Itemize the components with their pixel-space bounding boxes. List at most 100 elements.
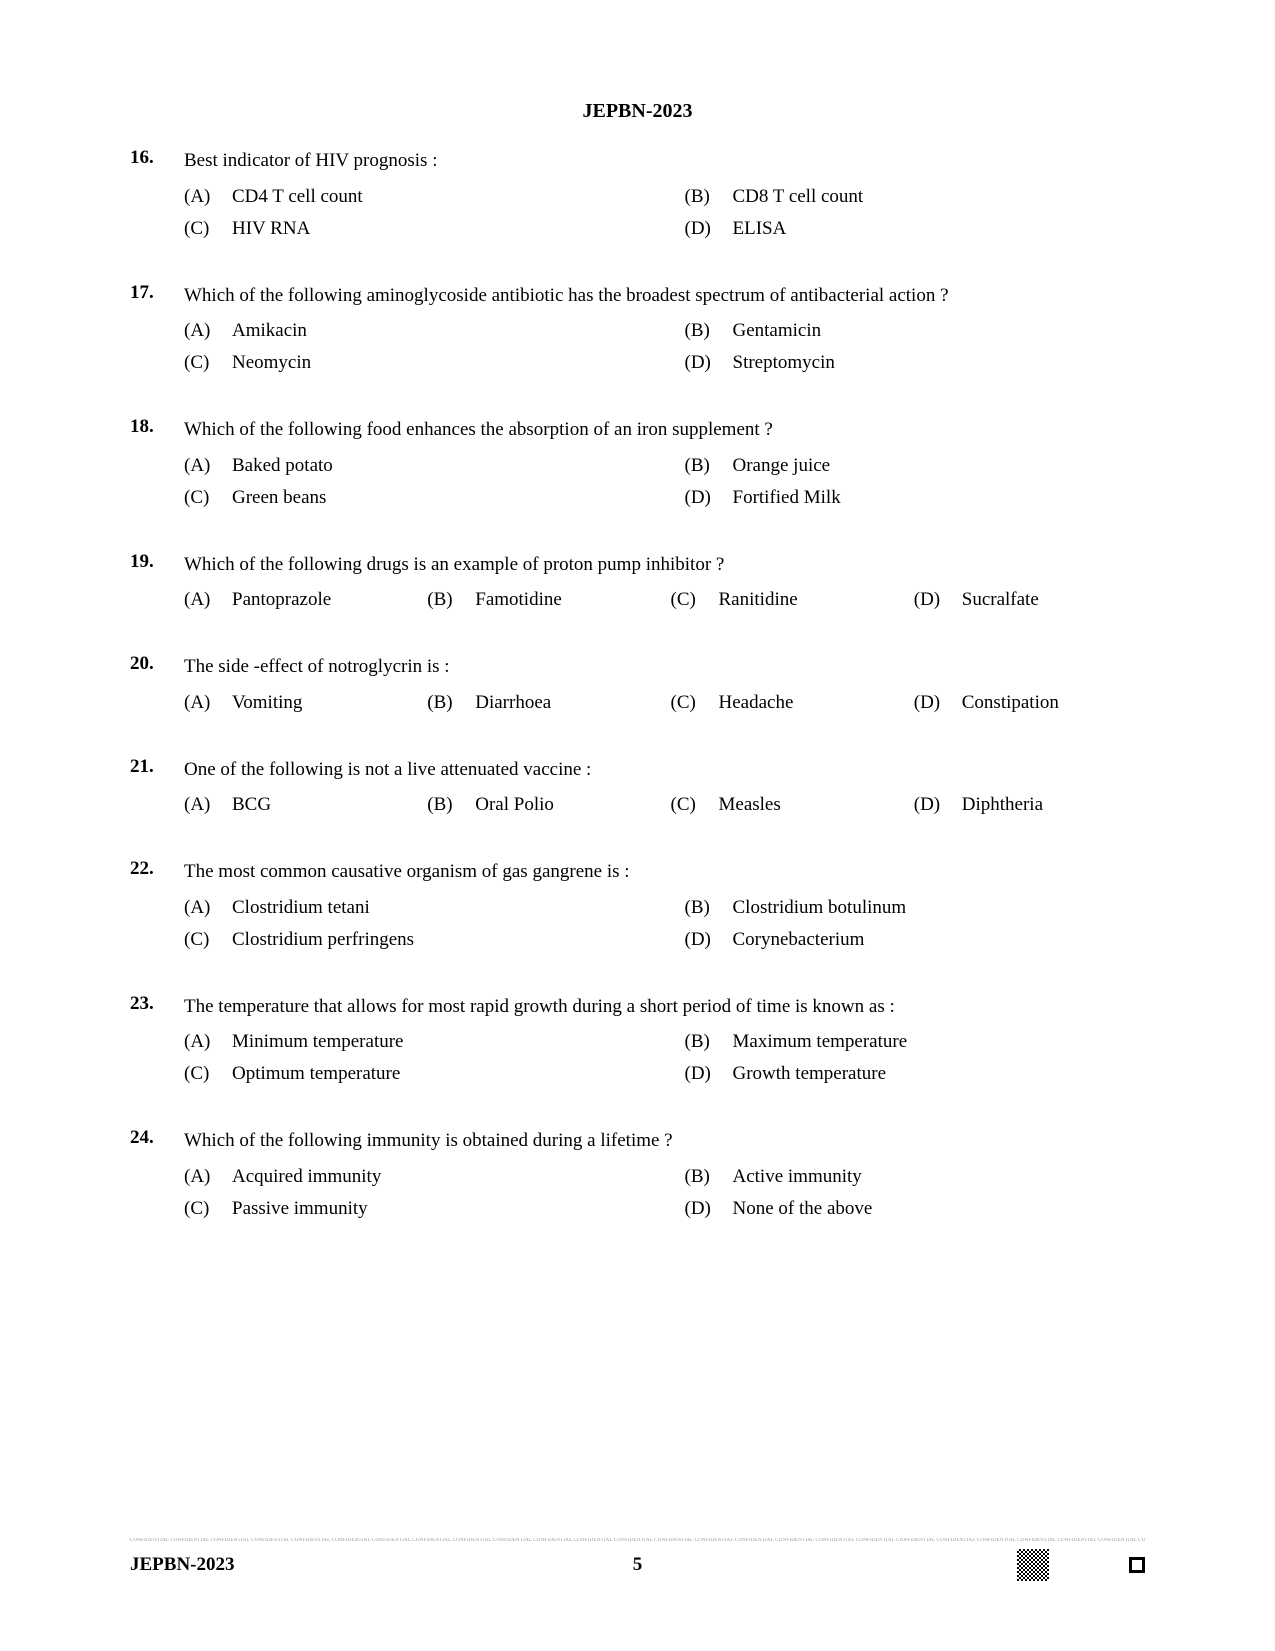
option: (B)Gentamicin [685,320,1146,342]
options-group: (A) Pantoprazole (B) Famotidine (C)Ranitidin… [184,589,1145,611]
option-text: Green beans [232,487,326,509]
option: (C)Clostridium perfringens [184,929,645,951]
option-text: Maximum temperature [733,1031,908,1053]
page-footer: JEPBN-2023 5 [130,1549,1145,1581]
question-text: Best indicator of HIV prognosis : [184,147,1145,176]
option-text: Passive immunity [232,1198,368,1220]
question-text: The side -effect of notroglycrin is : [184,653,1145,682]
option: (D) Fortified Milk [685,487,1146,509]
question: 20.The side -effect of notroglycrin is :… [130,653,1145,714]
option-label: (D) [685,487,719,509]
option: (B) Active immunity [685,1166,1146,1188]
option-text: Diphtheria [962,794,1043,816]
option-label: (D) [685,1063,719,1085]
option-text: Neomycin [232,352,311,374]
question-body: The temperature that allows for most rap… [184,993,1145,1086]
option-label: (A) [184,320,218,342]
option-text: Pantoprazole [232,589,331,611]
option-text: HIV RNA [232,218,310,240]
option-text: Fortified Milk [733,487,841,509]
footer-right [1017,1549,1145,1581]
question: 19. Which of the following drugs is an ex… [130,551,1145,612]
question-body: Best indicator of HIV prognosis : (A)CD4 … [184,147,1145,240]
question: 18. Which of the following food enhances … [130,416,1145,509]
options-group: (A) Amikacin (B)Gentamicin (C)Neomycin (D)St… [184,320,1145,374]
option: (D)None of the above [685,1198,1146,1220]
option-text: Minimum temperature [232,1031,403,1053]
question-body: The most common causative organism of ga… [184,858,1145,951]
option-text: Amikacin [232,320,307,342]
option-label: (B) [685,1166,719,1188]
option-label: (D) [914,589,948,611]
question: 22.The most common causative organism of… [130,858,1145,951]
page-header: JEPBN-2023 [130,100,1145,123]
option-text: Famotidine [475,589,562,611]
option-label: (D) [685,929,719,951]
question: 21.One of the following is not a live at… [130,756,1145,817]
option: (B) Famotidine [427,589,658,611]
option: (D)Streptomycin [685,352,1146,374]
option: (A) Minimum temperature [184,1031,645,1053]
option-label: (B) [685,186,719,208]
option-label: (A) [184,897,218,919]
option-text: CD8 T cell count [733,186,864,208]
option-label: (B) [685,455,719,477]
question: 16.Best indicator of HIV prognosis :(A)C… [130,147,1145,240]
option: (C) Passive immunity [184,1198,645,1220]
option: (C)Optimum temperature [184,1063,645,1085]
option: (C)Neomycin [184,352,645,374]
question-number: 24. [130,1127,166,1220]
option-label: (D) [914,794,948,816]
option: (D) Diphtheria [914,794,1145,816]
question-body: Which of the following food enhances the… [184,416,1145,509]
question-body: Which of the following drugs is an examp… [184,551,1145,612]
option: (A) Amikacin [184,320,645,342]
option-label: (A) [184,1031,218,1053]
option: (C)Green beans [184,487,645,509]
square-marker-icon [1129,1557,1145,1573]
question-number: 18. [130,416,166,509]
option: (A)BCG [184,794,415,816]
options-group: (A) Minimum temperature (B) Maximum tempera… [184,1031,1145,1085]
option-label: (C) [184,218,218,240]
option-text: Sucralfate [962,589,1039,611]
option: (A)Baked potato [184,455,645,477]
option-label: (C) [184,1198,218,1220]
option: (B)Clostridium botulinum [685,897,1146,919]
option: (A) Pantoprazole [184,589,415,611]
option-text: Acquired immunity [232,1166,381,1188]
question-number: 23. [130,993,166,1086]
question-number: 19. [130,551,166,612]
option: (C)Headache [671,692,902,714]
option: (C)Ranitidine [671,589,902,611]
question-text: Which of the following food enhances the… [184,416,1145,445]
option-label: (A) [184,1166,218,1188]
option-label: (A) [184,589,218,611]
option-text: Active immunity [733,1166,862,1188]
option-text: Corynebacterium [733,929,865,951]
qr-code-icon [1017,1549,1049,1581]
option-label: (B) [427,794,461,816]
options-group: (A)BCG(B)Oral Polio(C)Measles(D)Diphther… [184,794,1145,816]
question: 23. The temperature that allows for most … [130,993,1145,1086]
question-text: Which of the following immunity is obtai… [184,1127,1145,1156]
option: (D)ELISA [685,218,1146,240]
option-label: (C) [671,692,705,714]
option-text: Streptomycin [733,352,835,374]
option: (D) Growth temperature [685,1063,1146,1085]
option-label: (C) [671,794,705,816]
option-text: Vomiting [232,692,302,714]
option: (B) CD8 T cell count [685,186,1146,208]
option-label: (A) [184,692,218,714]
question-body: The side -effect of notroglycrin is : (A)… [184,653,1145,714]
option-text: Growth temperature [733,1063,887,1085]
option-label: (B) [427,589,461,611]
option: (D) Corynebacterium [685,929,1146,951]
options-group: (A)Vomiting(B)Diarrhoea(C)Headache(D)Con… [184,692,1145,714]
option: (A)CD4 T cell count [184,186,645,208]
option-label: (C) [184,1063,218,1085]
question-text: Which of the following aminoglycoside an… [184,282,1145,311]
page-number: 5 [633,1554,643,1576]
option-label: (B) [685,1031,719,1053]
option-label: (B) [685,897,719,919]
